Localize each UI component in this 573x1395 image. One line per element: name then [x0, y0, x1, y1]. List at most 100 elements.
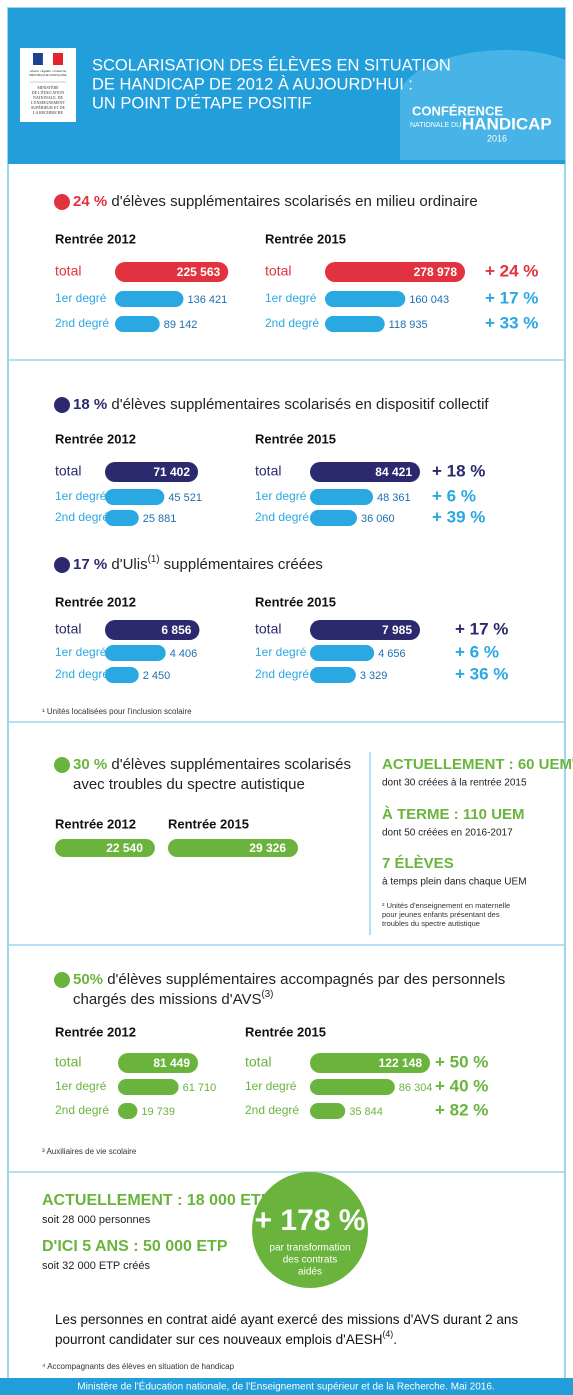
bar [115, 262, 229, 282]
bar [105, 462, 199, 482]
bar-value: 71 402 [153, 465, 190, 479]
bullet [54, 972, 70, 988]
column-title: Rentrée 2015 [265, 231, 346, 246]
fact-title: ACTUELLEMENT : 18 000 ETP [42, 1192, 272, 1209]
bar-value: 25 881 [143, 513, 177, 525]
bar-value: 2 450 [143, 670, 171, 682]
badge-value: + 178 % [255, 1204, 366, 1237]
bar [105, 620, 200, 640]
logo-text: Liberté • Égalité • Fraternité [30, 68, 67, 73]
bullet [54, 557, 70, 573]
heading: 17 % d'Ulis(1) supplémentaires créées [73, 554, 323, 573]
flag-blue [33, 53, 43, 65]
footer-band [0, 1378, 573, 1395]
bar-value: 36 060 [361, 513, 395, 525]
text-segment: chargés des missions d'AVS [73, 991, 262, 1008]
bar [310, 1079, 395, 1095]
row-label: total [255, 463, 281, 479]
change: + 24 % [485, 261, 538, 280]
row-label: 1er degré [255, 645, 307, 659]
paragraph: Les personnes en contrat aidé ayant exer… [55, 1312, 518, 1327]
fact-text: dont 50 créées en 2016-2017 [382, 828, 513, 839]
bar-value: 19 739 [141, 1106, 175, 1118]
bullet [54, 194, 70, 210]
heading: 18 % d'élèves supplémentaires scolarisés… [73, 396, 489, 413]
bar [310, 462, 420, 482]
highlight: 17 % [73, 556, 107, 573]
change: + 17 % [455, 619, 508, 638]
bar [310, 620, 420, 640]
bar [310, 1053, 430, 1073]
column-title: Rentrée 2015 [168, 816, 249, 831]
conference-name: HANDICAP [462, 114, 552, 133]
change: + 18 % [432, 461, 485, 480]
row-label: total [245, 1054, 271, 1070]
fact-text: soit 28 000 personnes [42, 1214, 151, 1226]
text-segment: d'élèves supplémentaires accompagnés par… [103, 971, 505, 988]
heading: 50% d'élèves supplémentaires accompagnés… [73, 971, 505, 988]
bar-value: 122 148 [379, 1056, 423, 1070]
logo-text: NATIONALE, DE [33, 95, 64, 101]
text-segment: d'élèves supplémentaires scolarisés en d… [107, 396, 489, 413]
column-title: Rentrée 2012 [55, 431, 136, 446]
conference-text: NATIONALE DU [410, 122, 461, 129]
bar-value: 6 856 [161, 623, 191, 637]
column-title: Rentrée 2012 [55, 1024, 136, 1039]
superscript: (3) [262, 989, 274, 1000]
bar-value: 3 329 [360, 670, 388, 682]
header-title: UN POINT D'ÉTAPE POSITIF [92, 93, 312, 112]
heading: 30 % d'élèves supplémentaires scolarisés [73, 756, 351, 773]
column-title: Rentrée 2015 [255, 594, 336, 609]
row-label: 1er degré [55, 489, 107, 503]
row-label: 2nd degré [255, 510, 309, 524]
bar-value: 61 710 [183, 1082, 217, 1094]
change: + 40 % [435, 1076, 488, 1095]
bar [118, 1079, 179, 1095]
bar-value: 89 142 [164, 319, 198, 331]
bar [115, 316, 160, 332]
change: + 39 % [432, 507, 485, 526]
column-title: Rentrée 2012 [55, 816, 136, 831]
row-label: 2nd degré [255, 667, 309, 681]
bar-value: 118 935 [389, 319, 428, 331]
column-title: Rentrée 2012 [55, 594, 136, 609]
badge-text: par transformation [269, 1243, 350, 1254]
change: + 17 % [485, 288, 538, 307]
bar-value: 22 540 [106, 841, 143, 855]
text-segment: pourront candidater sur ces nouveaux emp… [55, 1332, 383, 1347]
conference-blob [400, 50, 565, 160]
row-label: 1er degré [265, 291, 317, 305]
bar [310, 510, 357, 526]
bar [310, 1103, 346, 1119]
bar-value: 86 304 [399, 1082, 433, 1094]
footnote: ⁴ Accompagnants des élèves en situation … [42, 1362, 235, 1371]
highlight: 30 % [73, 756, 107, 773]
conference-year: 2016 [487, 133, 507, 143]
fact-title-text: 7 ÉLÈVES [382, 855, 454, 872]
bar [325, 262, 465, 282]
bar [118, 1053, 199, 1073]
fact-title: ACTUELLEMENT : 60 UEM(2) [382, 754, 573, 773]
footnote: ¹ Unités localisées pour l'inclusion sco… [42, 707, 192, 716]
change: + 6 % [455, 642, 499, 661]
bar-value: 4 656 [378, 648, 406, 660]
row-label: 1er degré [255, 489, 307, 503]
bar-value: 35 844 [349, 1106, 383, 1118]
bullet [54, 397, 70, 413]
row-label: total [55, 263, 81, 279]
flag-white [42, 52, 54, 66]
footnote: ³ Auxiliaires de vie scolaire [42, 1147, 137, 1156]
superscript: (1) [148, 554, 160, 565]
column-title: Rentrée 2012 [55, 231, 136, 246]
footnote: ² Unités d'enseignement en maternelle [382, 901, 510, 910]
row-label: total [55, 463, 81, 479]
bar-value: 84 421 [375, 465, 412, 479]
bar [105, 645, 166, 661]
superscript: (4) [383, 1329, 394, 1339]
change: + 6 % [432, 486, 476, 505]
highlight: 18 % [73, 396, 107, 413]
fact-title: 7 ÉLÈVES [382, 855, 454, 872]
row-label: 1er degré [55, 291, 107, 305]
text-segment: avec troubles du spectre autistique [73, 776, 305, 793]
